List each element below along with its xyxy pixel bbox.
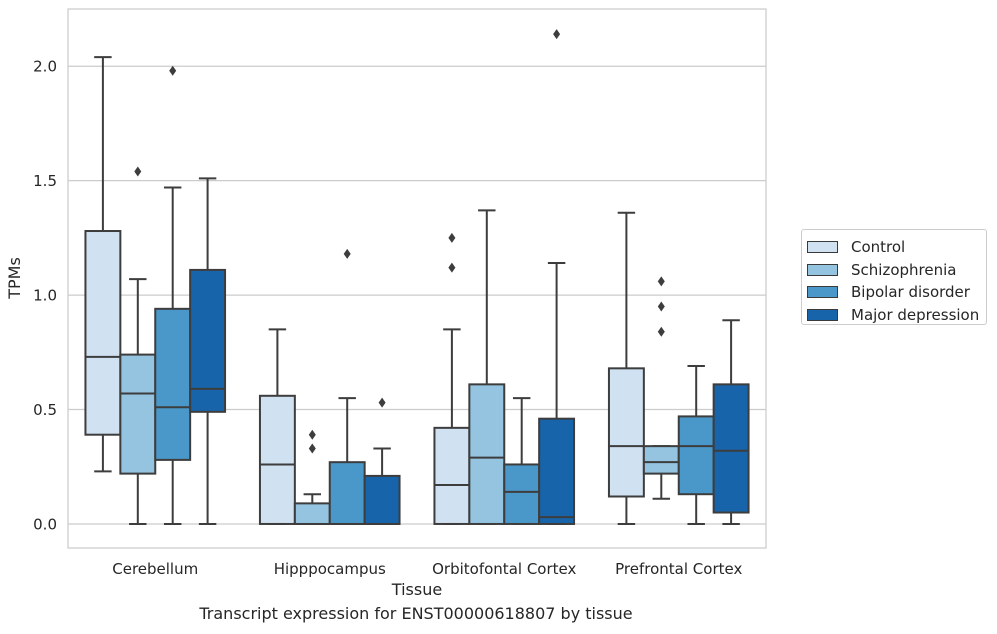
legend-item-control: Control	[807, 236, 986, 259]
box	[712, 383, 750, 514]
box	[538, 417, 576, 525]
y-axis-label: TPMs	[5, 257, 24, 300]
x-axis-label: Tissue	[391, 580, 442, 599]
box-group	[328, 248, 366, 525]
x-tick-label: Hipppocampus	[274, 560, 386, 578]
legend-item-depression: Major depression	[807, 304, 986, 327]
outlier-point	[343, 248, 351, 259]
outlier-point	[308, 429, 316, 440]
legend-item-schizophrenia: Schizophrenia	[807, 259, 986, 282]
legend-label-schizophrenia: Schizophrenia	[851, 260, 957, 279]
box	[677, 415, 715, 496]
legend-swatch-bipolar	[807, 286, 838, 299]
y-tick-label: 1.5	[33, 172, 57, 190]
legend-item-bipolar: Bipolar disorder	[807, 281, 986, 304]
box	[84, 230, 122, 436]
x-tick-label: Prefrontal Cortex	[615, 560, 742, 578]
legend-swatch-schizophrenia	[807, 263, 838, 276]
figure-caption: Transcript expression for ENST0000061880…	[199, 604, 633, 623]
y-tick-labels: 0.0 0.5 1.0 1.5 2.0	[33, 58, 57, 534]
x-tick-label: Cerebellum	[112, 560, 198, 578]
outlier-point	[448, 232, 456, 243]
box-group	[119, 166, 157, 525]
box	[293, 502, 331, 525]
box	[642, 445, 680, 475]
box-group	[154, 65, 192, 525]
box-group	[363, 397, 401, 525]
box	[119, 353, 157, 475]
box	[503, 463, 541, 525]
box	[328, 461, 366, 525]
y-tick-label: 0.5	[33, 401, 57, 419]
legend-swatch-depression	[807, 308, 838, 321]
outlier-point	[657, 301, 665, 312]
legend: Control Schizophrenia Bipolar disorder M…	[801, 229, 987, 325]
box-group	[642, 276, 680, 500]
box-group	[607, 211, 645, 525]
box-group	[293, 429, 331, 525]
box	[189, 268, 227, 413]
box-group	[189, 177, 227, 525]
box-groups	[84, 29, 750, 525]
y-tick-label: 0.0	[33, 515, 57, 533]
plot-frame	[67, 8, 767, 549]
legend-label-depression: Major depression	[851, 305, 980, 324]
box	[607, 367, 645, 498]
outlier-point	[378, 397, 386, 408]
x-tick-label: Orbitofontal Cortex	[432, 560, 576, 578]
y-tick-label: 2.0	[33, 58, 57, 76]
outlier-point	[134, 166, 142, 177]
box	[468, 383, 506, 525]
y-tick-label: 1.0	[33, 287, 57, 305]
box-group	[538, 29, 576, 525]
box-group	[503, 397, 541, 525]
outlier-point	[657, 326, 665, 337]
outlier-point	[169, 65, 177, 76]
box	[258, 394, 296, 525]
outlier-point	[448, 262, 456, 273]
box-group	[258, 328, 296, 525]
box-group	[712, 319, 750, 525]
box-group	[468, 209, 506, 525]
outlier-point	[308, 443, 316, 454]
box-group	[433, 232, 471, 525]
box-group	[84, 56, 122, 473]
legend-label-bipolar: Bipolar disorder	[851, 283, 970, 302]
legend-swatch-control	[807, 241, 838, 254]
outlier-point	[657, 276, 665, 287]
legend-label-control: Control	[851, 238, 906, 257]
box-group	[677, 365, 715, 525]
box	[433, 426, 471, 525]
box	[363, 474, 401, 525]
x-tick-labels: Cerebellum Hipppocampus Orbitofontal Corte…	[112, 560, 742, 578]
outlier-point	[553, 29, 561, 40]
box	[154, 307, 192, 461]
